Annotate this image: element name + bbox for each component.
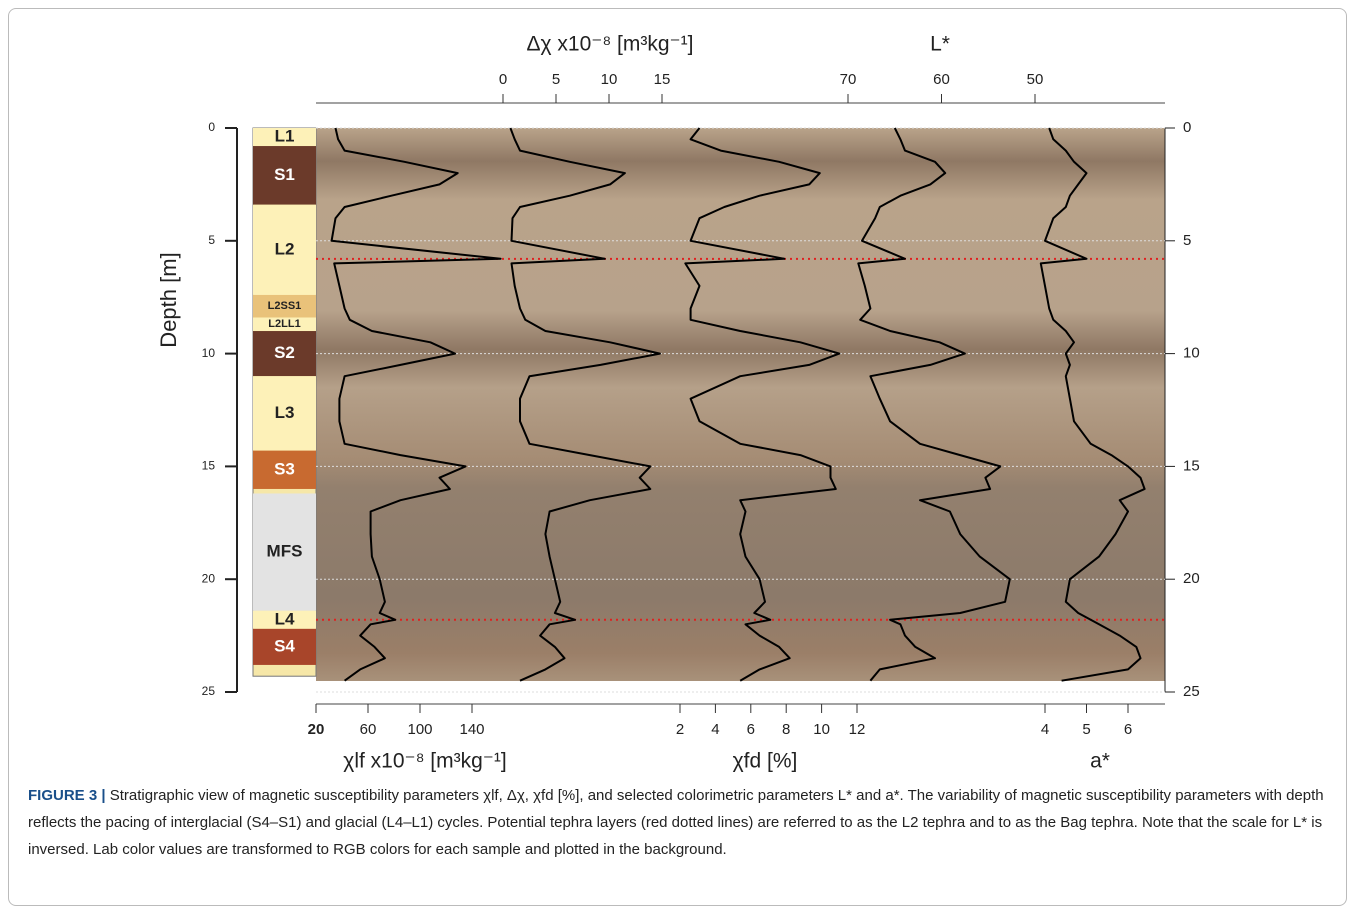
x-tick-label: 10 bbox=[813, 721, 830, 738]
strat-unit bbox=[253, 317, 316, 332]
strat-unit bbox=[253, 294, 316, 318]
strat-unit bbox=[253, 331, 316, 377]
y-tick-label: 15 bbox=[202, 459, 216, 473]
strat-label: MFS bbox=[267, 542, 303, 561]
y-tick-label: 15 bbox=[1183, 457, 1200, 474]
x-axis-title: L* bbox=[930, 33, 950, 56]
strat-label: S3 bbox=[274, 459, 295, 478]
caption-label: FIGURE 3 | bbox=[28, 787, 106, 804]
x-tick-label: 60 bbox=[360, 721, 377, 738]
profile-line bbox=[330, 127, 502, 682]
x-tick-label: 70 bbox=[840, 71, 857, 88]
x-tick-label: 12 bbox=[849, 721, 866, 738]
figure-frame bbox=[8, 8, 1347, 906]
strat-label: L4 bbox=[275, 609, 295, 628]
x-tick-label: 2 bbox=[676, 721, 684, 738]
y-tick-label: 20 bbox=[202, 571, 216, 585]
y-tick-label: 10 bbox=[202, 346, 216, 360]
x-tick-label: 15 bbox=[654, 71, 671, 88]
strat-label: S4 bbox=[274, 636, 295, 655]
caption-text: Stratigraphic view of magnetic susceptib… bbox=[28, 787, 1324, 858]
strat-unit bbox=[253, 493, 316, 611]
strat-unit bbox=[253, 376, 316, 451]
strat-label: S2 bbox=[274, 343, 295, 362]
strat-unit bbox=[253, 610, 316, 629]
x-tick-label: 100 bbox=[407, 721, 432, 738]
x-axis-title: χlf x10⁻⁸ [m³kg⁻¹] bbox=[343, 750, 506, 773]
y-tick-label: 20 bbox=[1183, 570, 1200, 587]
x-tick-label: 6 bbox=[1124, 721, 1132, 738]
strat-unit bbox=[253, 128, 316, 147]
x-axis-title: a* bbox=[1090, 750, 1110, 773]
y-tick-label: 25 bbox=[1183, 683, 1200, 700]
y-tick-label: 25 bbox=[202, 684, 216, 698]
x-tick-label: 0 bbox=[499, 71, 507, 88]
strat-unit bbox=[253, 204, 316, 295]
y-tick-label: 0 bbox=[1183, 119, 1191, 136]
strat-label: L2LL1 bbox=[268, 318, 300, 330]
chart: Depth [m] L1 S1 L2 L2SS1 L2LL1 S2 L3 S3 MFS L4 S4 0… bbox=[156, 33, 1200, 773]
x-axis-title: Δχ x10⁻⁸ [m³kg⁻¹] bbox=[527, 33, 694, 56]
y-tick-label: 5 bbox=[208, 233, 215, 247]
strat-label: L3 bbox=[275, 403, 295, 422]
y-tick-label: 5 bbox=[1183, 232, 1191, 249]
strat-label: L2SS1 bbox=[268, 300, 302, 312]
x-tick-label: 6 bbox=[747, 721, 755, 738]
caption: FIGURE 3 | Stratigraphic view of magneti… bbox=[28, 782, 1333, 863]
strat-label: L1 bbox=[275, 127, 295, 146]
x-tick-label: 50 bbox=[1027, 71, 1044, 88]
x-tick-label: 20 bbox=[308, 721, 325, 738]
x-tick-label: 10 bbox=[601, 71, 618, 88]
strat-unit bbox=[253, 146, 316, 205]
x-tick-label: 4 bbox=[711, 721, 719, 738]
color-background bbox=[316, 128, 1165, 681]
x-tick-label: 8 bbox=[782, 721, 790, 738]
y-tick-label: 10 bbox=[1183, 345, 1200, 362]
strat-unit bbox=[253, 450, 316, 489]
profile-line bbox=[509, 127, 661, 682]
profile-line bbox=[857, 127, 1011, 682]
strat-label: S1 bbox=[274, 165, 295, 184]
x-tick-label: 4 bbox=[1041, 721, 1049, 738]
x-tick-label: 5 bbox=[552, 71, 560, 88]
x-tick-label: 140 bbox=[459, 721, 484, 738]
strat-label: L2 bbox=[275, 239, 295, 258]
x-axis-title: χfd [%] bbox=[733, 750, 798, 773]
strat-unit bbox=[253, 628, 316, 665]
y-tick-label: 0 bbox=[208, 120, 215, 134]
profile-line bbox=[1039, 127, 1146, 682]
x-tick-label: 5 bbox=[1082, 721, 1090, 738]
profile-line bbox=[684, 127, 841, 682]
x-tick-label: 60 bbox=[933, 71, 950, 88]
y-axis-title: Depth [m] bbox=[156, 252, 181, 347]
